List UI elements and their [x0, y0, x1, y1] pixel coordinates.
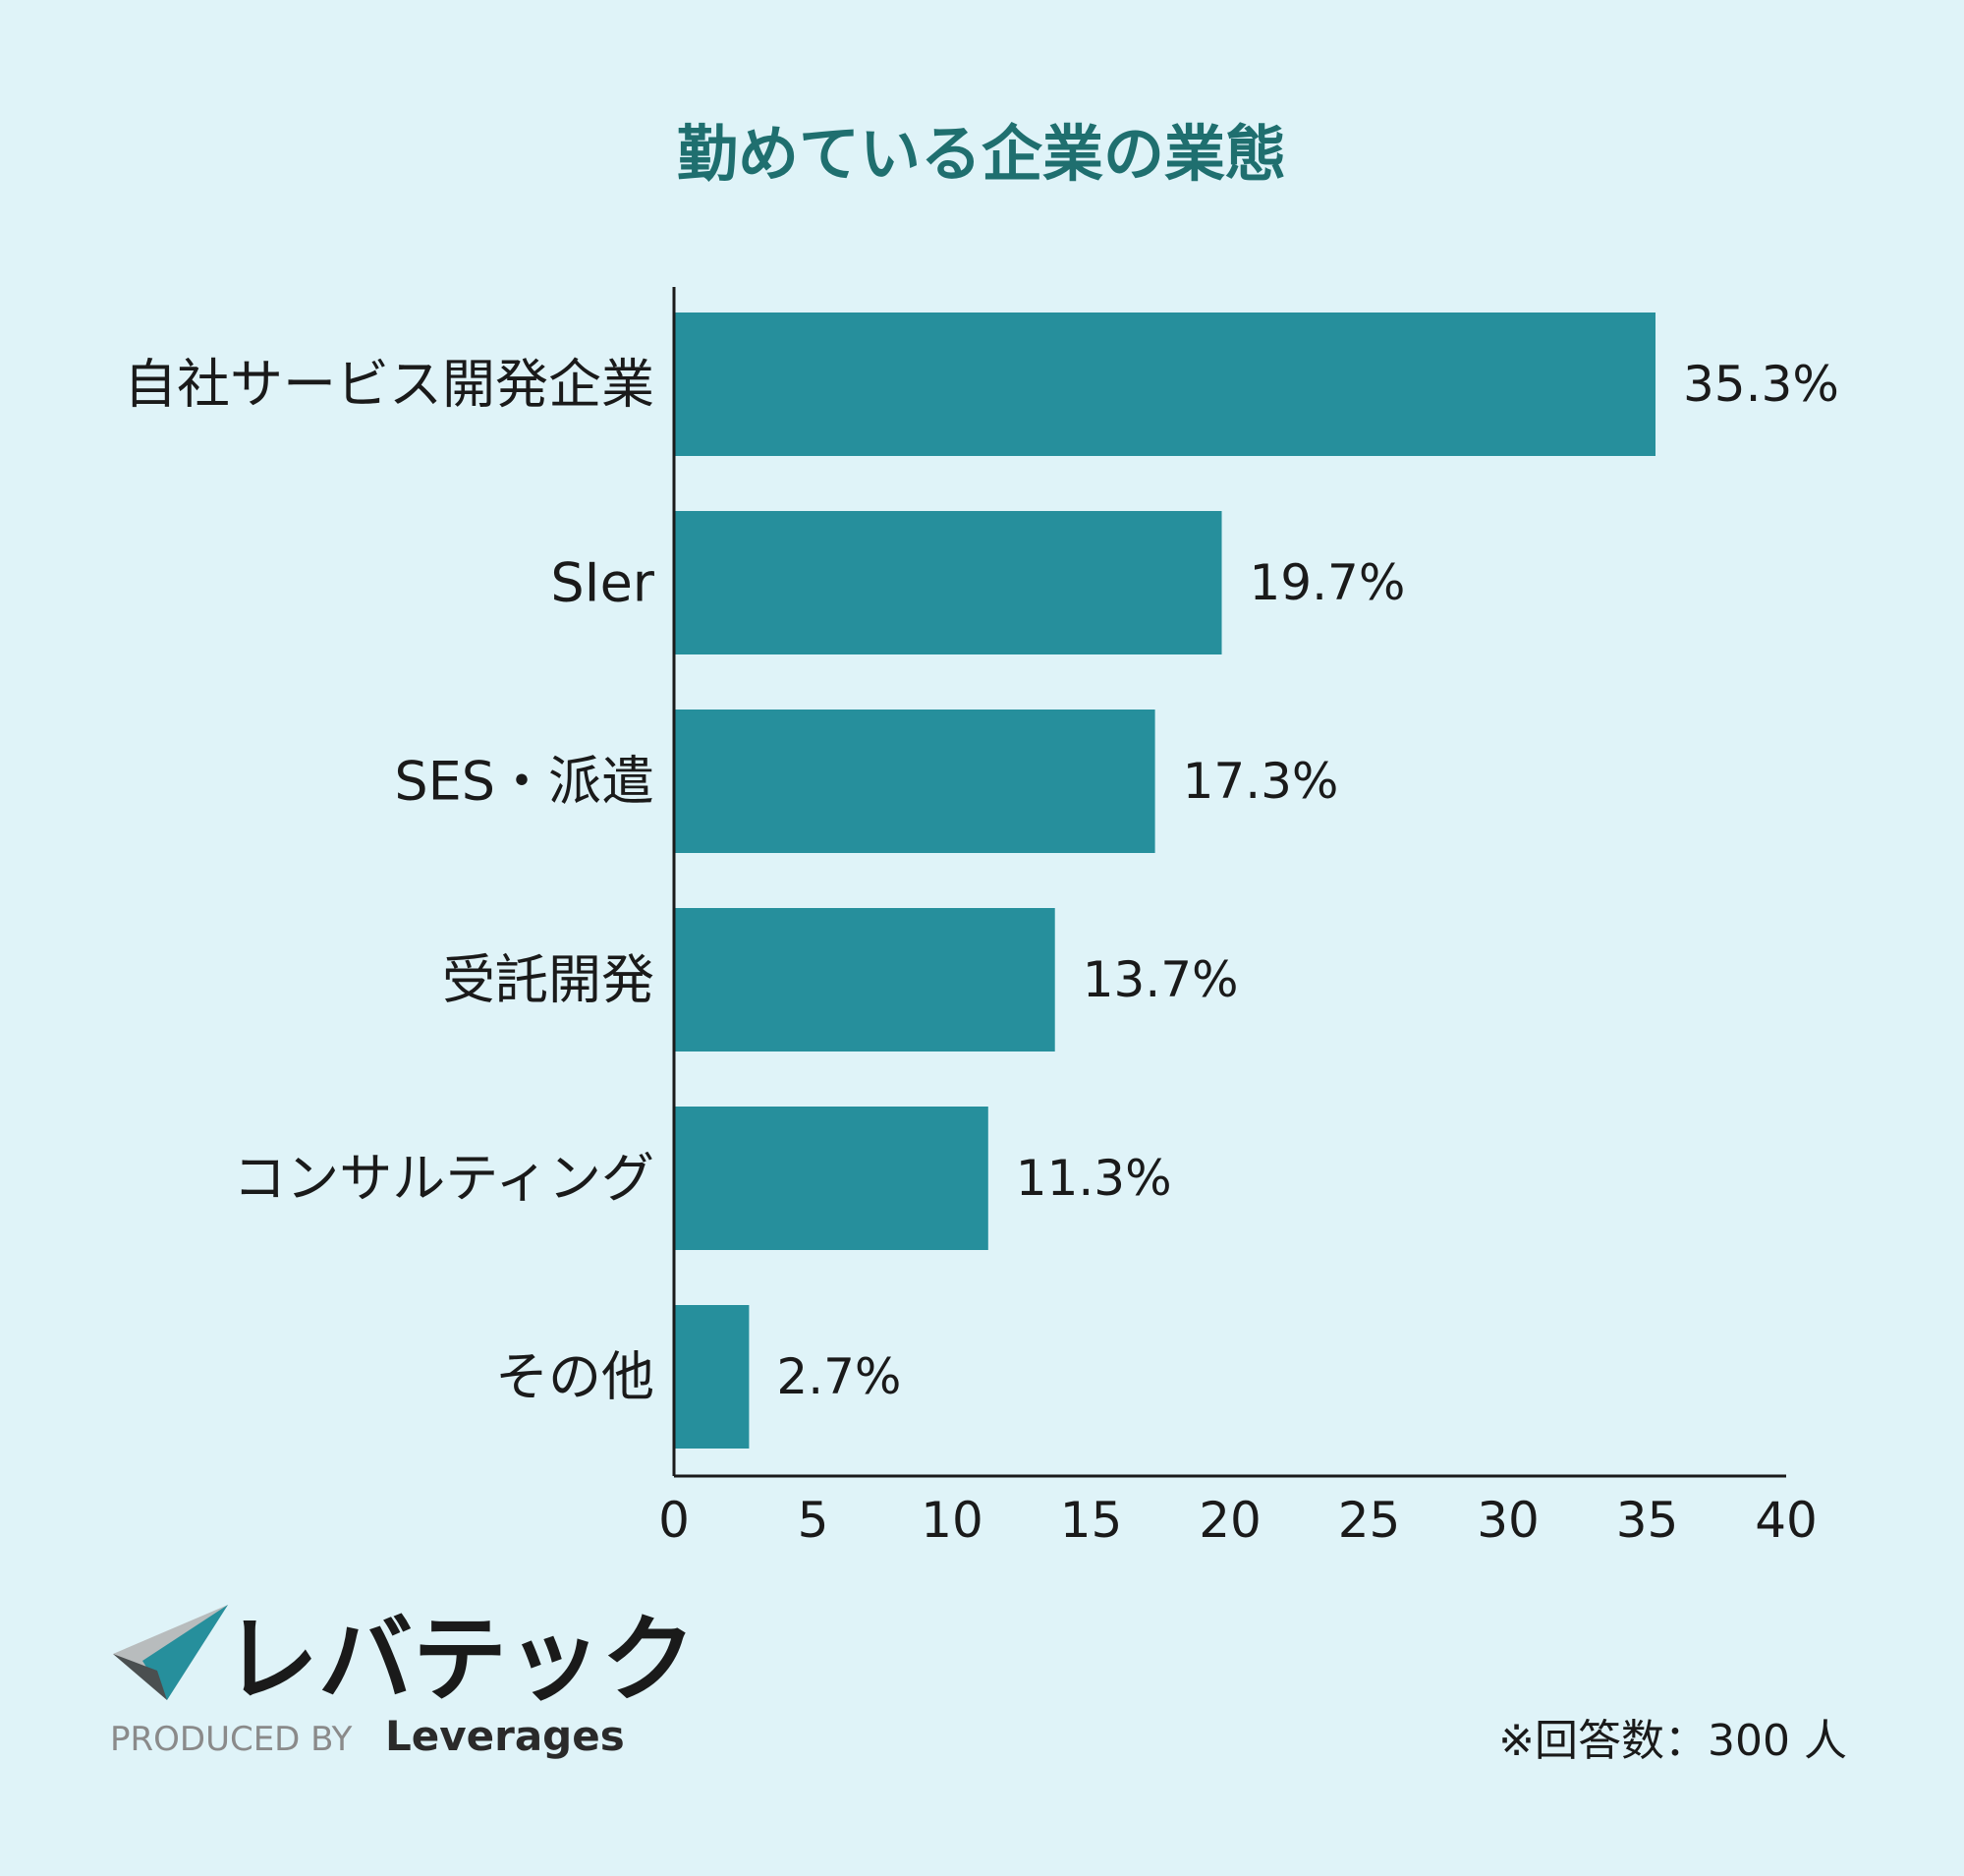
logo: レバテック PRODUCED BY Leverages	[110, 1605, 696, 1760]
value-label-2: 17.3%	[1183, 753, 1339, 810]
category-label-0: 自社サービス開発企業	[124, 354, 654, 416]
logo-mark-shadow-icon	[113, 1654, 167, 1700]
category-label-2: SES・派遣	[394, 751, 654, 813]
category-label-4: コンサルティング	[233, 1148, 654, 1210]
company-name: Leverages	[385, 1712, 625, 1760]
x-axis-ticks: 0 5 10 15 20 25 30 35 40	[658, 1492, 1818, 1549]
value-labels: 35.3% 19.7% 17.3% 13.7% 11.3% 2.7%	[776, 356, 1838, 1405]
x-tick-label-2: 10	[921, 1492, 983, 1549]
x-tick-label-3: 15	[1060, 1492, 1123, 1549]
x-tick-label-0: 0	[658, 1492, 690, 1549]
respondents-note: ※回答数：300 人	[1498, 1716, 1847, 1766]
chart-title: 勤めている企業の業態	[677, 118, 1286, 190]
bar-1	[674, 511, 1222, 654]
value-label-3: 13.7%	[1083, 951, 1239, 1008]
bars-group	[674, 313, 1655, 1449]
bar-0	[674, 313, 1655, 456]
bar-2	[674, 710, 1155, 853]
logo-mark-accent-icon	[142, 1605, 228, 1700]
x-tick-label-4: 20	[1199, 1492, 1262, 1549]
value-label-4: 11.3%	[1016, 1150, 1172, 1207]
x-tick-label-6: 30	[1477, 1492, 1540, 1549]
x-tick-label-7: 35	[1616, 1492, 1679, 1549]
category-label-3: 受託開発	[442, 949, 654, 1011]
bar-4	[674, 1107, 988, 1250]
category-label-1: SIer	[550, 552, 654, 614]
value-label-1: 19.7%	[1250, 554, 1406, 611]
x-tick-label-8: 40	[1755, 1492, 1818, 1549]
value-label-0: 35.3%	[1683, 356, 1839, 413]
category-label-5: その他	[495, 1346, 654, 1408]
bar-5	[674, 1305, 750, 1449]
bar-3	[674, 908, 1055, 1052]
x-tick-label-5: 25	[1338, 1492, 1401, 1549]
logo-text: レバテック	[224, 1605, 696, 1715]
produced-by-text: PRODUCED BY	[110, 1720, 353, 1759]
value-label-5: 2.7%	[776, 1348, 901, 1405]
x-tick-label-1: 5	[798, 1492, 829, 1549]
